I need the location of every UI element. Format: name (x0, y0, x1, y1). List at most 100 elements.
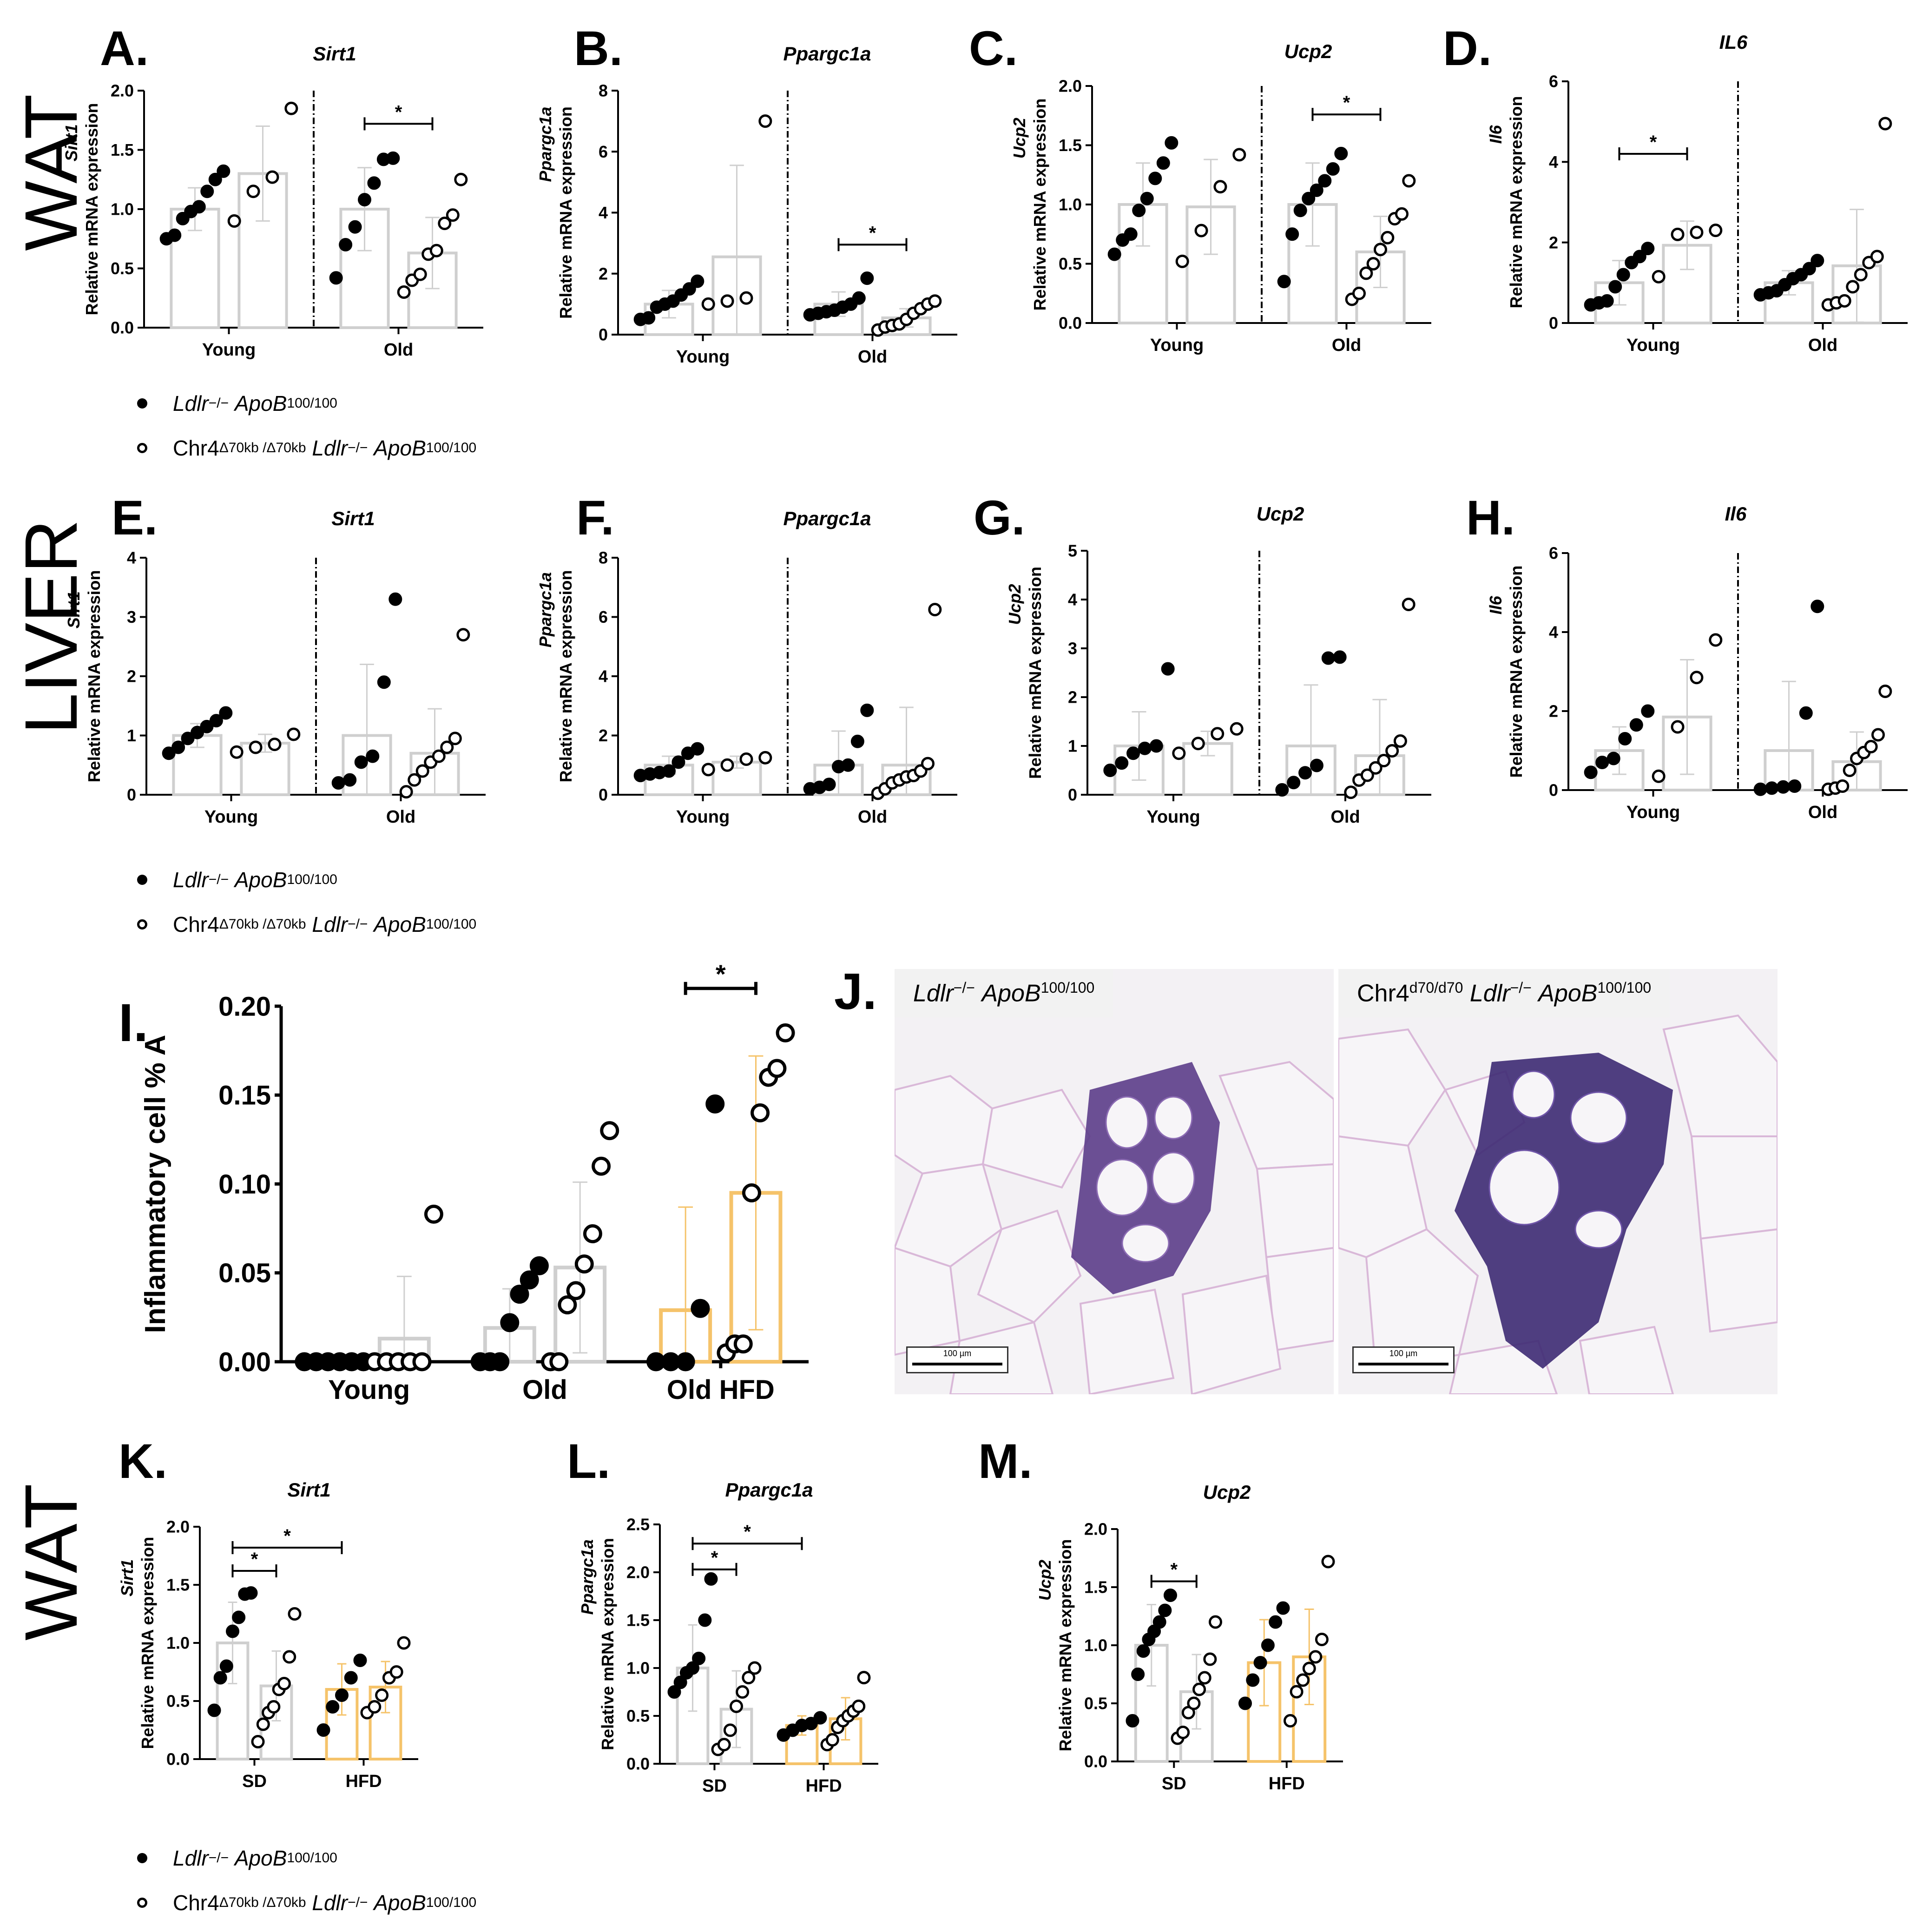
micrograph-right: Chr4d70/d70 Ldlr−/− ApoB100/100 100 µm (1338, 969, 1778, 1394)
legend-sup: −/− (208, 1850, 229, 1866)
y-tick-label: 0.0 (166, 1750, 190, 1769)
x-tick-label: SD (242, 1772, 267, 1791)
data-point (1600, 294, 1614, 308)
data-point (1310, 758, 1323, 772)
data-point (354, 755, 368, 769)
x-tick-label: Old (522, 1375, 567, 1405)
data-point (691, 1299, 710, 1318)
y-tick-label: 0 (599, 785, 608, 804)
data-point (227, 214, 241, 228)
sig-star: * (1343, 92, 1350, 113)
data-point (852, 1699, 866, 1713)
y-tick-label: 6 (599, 607, 608, 626)
panel-letter: A. (100, 21, 149, 76)
x-tick-label: Old (384, 340, 413, 360)
data-point (181, 732, 195, 745)
data-point (200, 719, 214, 733)
legend-wat-top: Ldlr −/− ApoB 100/100 Chr4 Δ70kb /Δ70kb Ldl… (137, 381, 476, 470)
chart-title: Il6 (1725, 503, 1747, 525)
sig-star: * (744, 1522, 751, 1542)
chart-panel-i: I. 0.00 0.05 0.10 0.15 0.20 Inflammatory cell … (119, 959, 809, 1405)
y-tick-label: 8 (599, 81, 608, 100)
data-point (1213, 180, 1227, 194)
data-point (1203, 1652, 1217, 1666)
data-point (1198, 1671, 1211, 1685)
data-point (698, 1613, 712, 1627)
panel-letter: C. (969, 21, 1018, 76)
legend-sup: 100/100 (287, 872, 337, 887)
data-point (1131, 1668, 1145, 1681)
legend-sup: −/− (208, 872, 229, 887)
data-point (1148, 171, 1162, 185)
data-point (667, 1685, 681, 1699)
data-point (1246, 1673, 1260, 1687)
data-point (326, 1700, 340, 1714)
y-axis-label-text: Relative mRNA expression (138, 1537, 157, 1749)
data-point (1163, 1589, 1177, 1602)
data-point (776, 1023, 795, 1042)
y-tick-label: 1.5 (626, 1611, 650, 1630)
y-axis-label-text: Inflammatory cell % A (139, 1035, 171, 1333)
x-tick-label: Young (1626, 336, 1680, 355)
y-tick-label: 1.5 (111, 140, 134, 159)
y-tick-label: 2 (599, 264, 608, 283)
y-tick-label: 3 (127, 607, 136, 626)
data-point (1810, 600, 1824, 613)
data-point (767, 1059, 787, 1078)
data-point (1854, 268, 1868, 282)
data-point (1385, 744, 1399, 758)
legend-gene2: ApoB (234, 868, 287, 892)
chart-title: Ucp2 (1203, 1481, 1251, 1503)
data-point (1165, 136, 1178, 150)
scale-bar-line (912, 1363, 1002, 1365)
data-point (1709, 633, 1723, 647)
scale-bar-line (1358, 1363, 1448, 1365)
data-point (717, 1738, 731, 1752)
sig-star: * (1650, 132, 1657, 152)
data-point (389, 1665, 403, 1679)
chart-title: IL6 (1719, 31, 1748, 53)
data-point (1296, 1673, 1310, 1687)
data-point (200, 185, 214, 198)
data-point (217, 164, 230, 178)
y-tick-label: 2.0 (1059, 77, 1082, 96)
panel-letter: I. (119, 993, 148, 1053)
y-tick-label: 1 (127, 726, 136, 745)
data-point (344, 1671, 358, 1685)
data-point (1302, 1662, 1316, 1675)
chart-title: Sirt1 (331, 508, 375, 529)
data-point (850, 734, 864, 748)
data-point (701, 763, 715, 777)
scale-bar-text: 100 µm (1389, 1349, 1418, 1358)
y-tick-label: 1.5 (166, 1576, 190, 1595)
data-point (268, 738, 282, 752)
x-tick-label: SD (1162, 1774, 1186, 1794)
data-point (429, 244, 443, 257)
y-tick-label: 1.5 (1059, 136, 1082, 155)
y-axis-label-gene: Ppargc1a (536, 106, 555, 182)
data-point (168, 228, 182, 242)
data-point (748, 1661, 762, 1675)
y-tick-label: 1.0 (626, 1659, 650, 1678)
data-point (412, 1352, 432, 1372)
chart-panel-l: L. Ppargc1a 0.0 0.5 1.0 1.5 2.0 2.5 Relative mRN… (567, 1434, 878, 1796)
data-point (1652, 769, 1666, 783)
panel-letter: H. (1466, 491, 1515, 545)
data-point (230, 745, 244, 759)
data-point (1158, 1603, 1172, 1617)
y-axis-label-gene: Il6 (1486, 595, 1505, 614)
data-point (1369, 761, 1383, 775)
micro-prefix: Chr4 (1357, 980, 1409, 1007)
data-point (510, 1285, 529, 1304)
data-point (367, 176, 381, 190)
legend-gene1: Ldlr (173, 1846, 209, 1870)
y-tick-label: 0.5 (626, 1707, 650, 1726)
data-point (1192, 1682, 1206, 1696)
data-point (686, 1661, 699, 1675)
data-point (171, 740, 185, 754)
y-tick-label: 1.0 (1059, 195, 1082, 214)
scale-bar-text: 100 µm (943, 1349, 972, 1358)
data-point (213, 1671, 227, 1685)
